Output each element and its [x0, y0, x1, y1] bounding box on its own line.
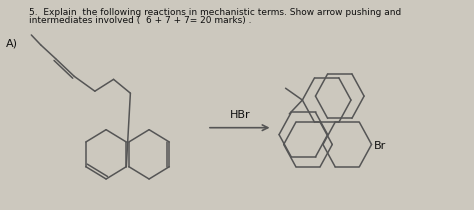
- Text: A): A): [6, 39, 18, 49]
- Text: HBr: HBr: [229, 110, 250, 120]
- Text: 5.  Explain  the following reactions in mechanistic terms. Show arrow pushing an: 5. Explain the following reactions in me…: [29, 8, 401, 17]
- Text: intermediates involved (  6 + 7 + 7= 20 marks) .: intermediates involved ( 6 + 7 + 7= 20 m…: [29, 16, 252, 25]
- Text: Br: Br: [374, 142, 387, 151]
